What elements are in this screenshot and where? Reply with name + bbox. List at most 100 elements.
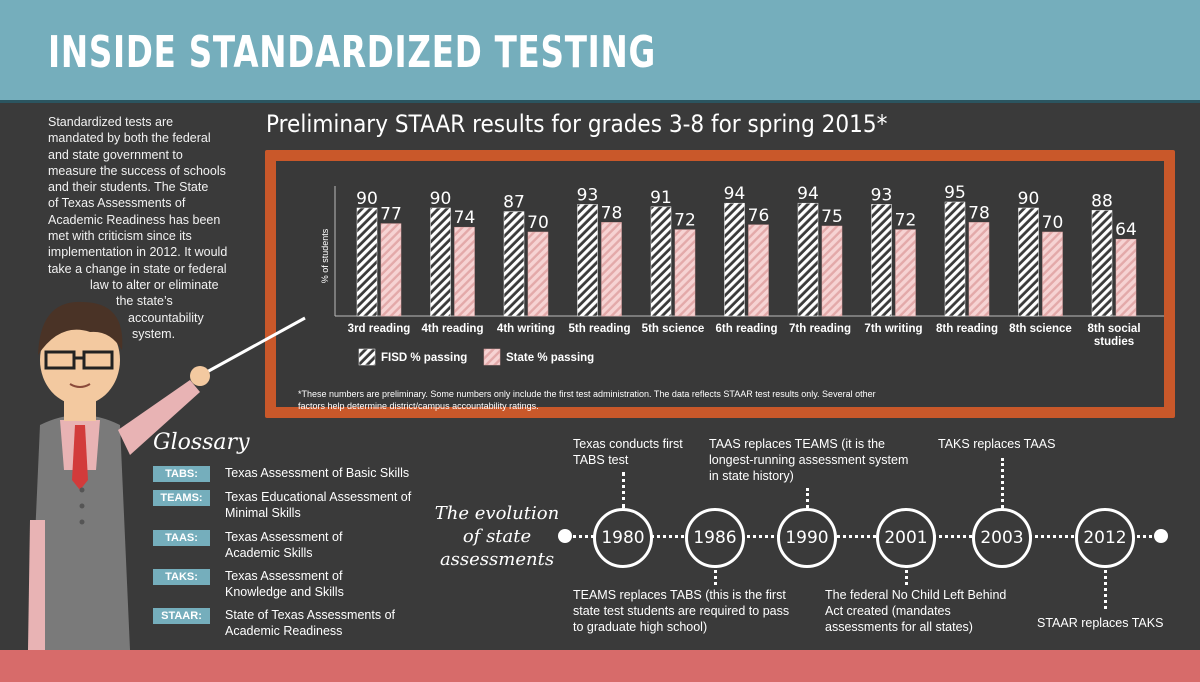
legend-swatch-fisd — [358, 348, 376, 366]
timeline-year-2001: 2001 — [876, 508, 936, 568]
data-label: 88 — [1091, 191, 1113, 211]
x-tick-label: 5th reading — [569, 323, 631, 335]
glossary-definition: Texas Assessment of Academic Skills — [225, 530, 343, 560]
bar-state — [821, 225, 843, 317]
glossary-definition: Texas Assessment of Basic Skills — [225, 466, 410, 480]
intro-line: and their students. The State — [48, 180, 209, 195]
data-label: 94 — [797, 184, 819, 204]
data-label: 70 — [1042, 213, 1064, 233]
data-label: 78 — [968, 203, 990, 223]
timeline-start-dot — [558, 529, 572, 543]
intro-line: measure the success of schools — [48, 163, 226, 178]
x-tick-label: 7th reading — [789, 323, 851, 335]
timeline-year-1990: 1990 — [777, 508, 837, 568]
glossary-definition: Texas Assessment of Knowledge and Skills — [225, 569, 344, 599]
data-label: 87 — [503, 193, 525, 213]
bar-state — [1115, 238, 1137, 317]
intro-line: accountability — [128, 310, 204, 325]
bar-fisd — [650, 206, 672, 317]
bar-fisd — [797, 202, 819, 317]
bar-fisd — [944, 201, 966, 317]
timeline-year-1986: 1986 — [685, 508, 745, 568]
data-label: 93 — [871, 185, 893, 205]
data-label: 93 — [577, 185, 599, 205]
page-title: INSIDE STANDARDIZED TESTING — [48, 27, 656, 78]
timeline-connector — [1001, 458, 1004, 508]
data-label: 78 — [601, 203, 623, 223]
glossary-tag: TAAS: — [153, 530, 210, 546]
glossary-title: Glossary — [153, 430, 250, 455]
data-label: 72 — [895, 211, 917, 231]
intro-line: Academic Readiness has been — [48, 212, 221, 227]
timeline-title: The evolution of state assessments — [434, 503, 560, 570]
intro-line: and state government to — [48, 147, 183, 162]
chalkboard: % of students 90 77 3rd reading 90 74 4th read… — [276, 161, 1164, 411]
glossary-definition: State of Texas Assessments of Academic R… — [225, 608, 395, 638]
intro-line: of Texas Assessments of — [48, 196, 186, 211]
data-label: 70 — [527, 213, 549, 233]
bar-fisd — [871, 204, 892, 317]
data-label: 76 — [748, 206, 770, 226]
bar-state — [527, 231, 549, 317]
glossary-definition: Texas Educational Assessment of Minimal … — [225, 490, 412, 520]
x-tick-label: 7th writing — [864, 323, 922, 335]
bar-fisd — [577, 204, 598, 317]
timeline-event-1986: TEAMS replaces TABS (this is the first s… — [573, 588, 790, 634]
bar-state — [380, 223, 402, 317]
intro-line: mandated by both the federal — [48, 131, 211, 146]
data-label: 77 — [380, 205, 402, 225]
data-label: 90 — [356, 189, 378, 209]
x-tick-label: 4th reading — [422, 323, 484, 335]
data-label: 75 — [821, 207, 843, 227]
footer-band — [0, 650, 1200, 682]
timeline-line — [566, 535, 1160, 538]
x-tick-label: 4th writing — [497, 323, 555, 335]
x-tick-label: 6th reading — [716, 323, 778, 335]
chart-title: Preliminary STAAR results for grades 3-8… — [266, 110, 888, 138]
bar-fisd — [1091, 210, 1113, 317]
header-banner: INSIDE STANDARDIZED TESTING — [0, 0, 1200, 100]
intro-line: system. — [132, 326, 176, 341]
x-tick-label: 8th social — [1087, 323, 1140, 335]
timeline-connector — [622, 472, 625, 508]
bar-state — [601, 222, 622, 317]
timeline-event-1980: Texas conducts first TABS test — [573, 437, 683, 467]
bar-state — [454, 226, 475, 317]
timeline-connector — [905, 565, 908, 585]
chalkboard-frame: % of students 90 77 3rd reading 90 74 4th read… — [265, 150, 1175, 418]
bar-state — [748, 224, 769, 317]
intro-line: the state’s — [116, 294, 173, 309]
chart-footnote: *These numbers are preliminary. Some num… — [298, 389, 876, 411]
glossary-tag: STAAR: — [153, 608, 210, 624]
timeline-connector — [806, 488, 809, 508]
x-tick-label: 8th science — [1009, 323, 1072, 335]
intro-line: met with criticism since its — [48, 229, 192, 244]
intro-line: take a change in state or federal — [48, 261, 227, 276]
timeline-connector — [714, 565, 717, 585]
data-label: 72 — [674, 211, 696, 231]
legend-label: FISD % passing — [381, 352, 467, 364]
timeline-year-2003: 2003 — [972, 508, 1032, 568]
x-tick-label: 8th reading — [936, 323, 998, 335]
intro-line: law to alter or eliminate — [90, 277, 219, 292]
bar-fisd — [356, 207, 378, 317]
data-label: 94 — [724, 184, 746, 204]
timeline-event-2012: STAAR replaces TAKS — [1037, 616, 1164, 630]
x-tick-label: studies — [1094, 336, 1134, 348]
timeline-year-2012: 2012 — [1075, 508, 1135, 568]
x-tick-label: 3rd reading — [348, 323, 411, 335]
data-label: 90 — [430, 189, 452, 209]
legend-label: State % passing — [506, 352, 594, 364]
timeline-event-2001: The federal No Child Left Behind Act cre… — [825, 588, 1007, 634]
data-label: 74 — [454, 208, 476, 228]
bar-state — [1042, 231, 1063, 317]
timeline-event-2003: TAKS replaces TAAS — [938, 437, 1056, 451]
glossary-tag: TAKS: — [153, 569, 210, 585]
bar-state — [895, 229, 916, 317]
glossary-tag: TEAMS: — [153, 490, 210, 506]
bar-state — [674, 229, 696, 317]
bar-fisd — [1018, 207, 1039, 317]
bar-fisd — [503, 211, 525, 317]
bar-fisd — [724, 202, 745, 317]
